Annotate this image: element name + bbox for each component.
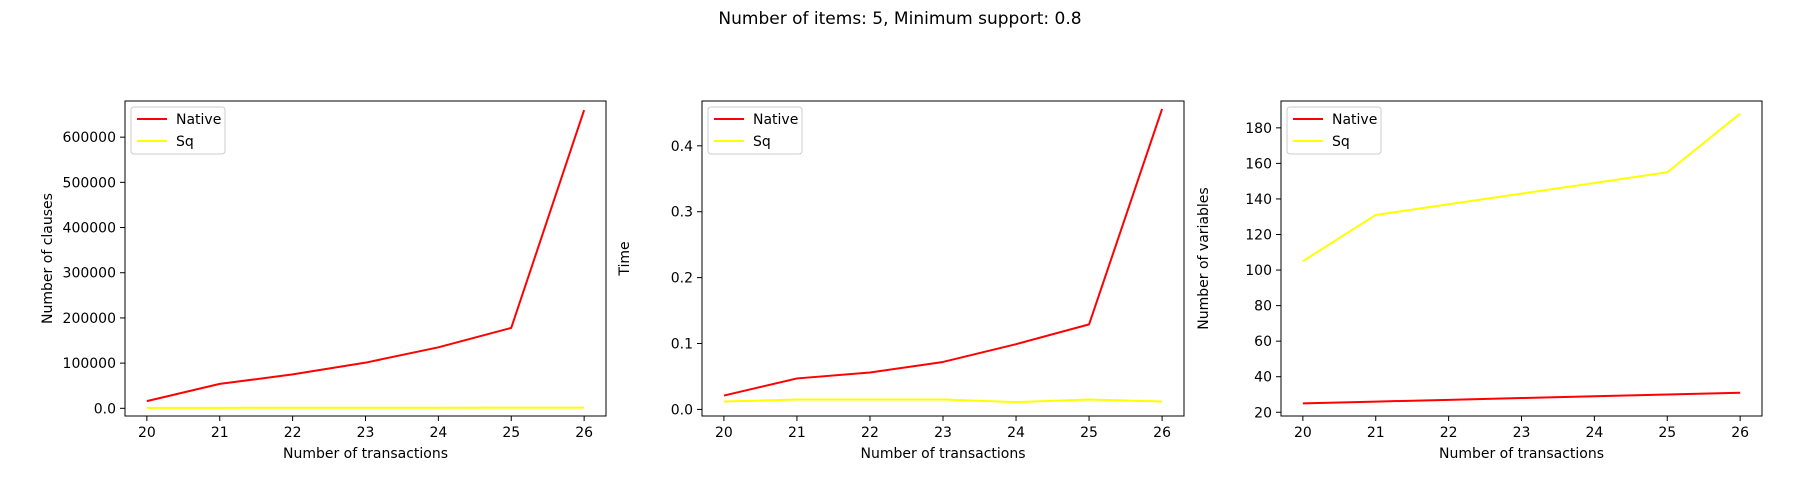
chart-panel-1: 20 21 22 23 24 25 26 0.0 100000 200000 300000 40000… bbox=[40, 100, 607, 462]
x-tick-label: 25 bbox=[1080, 425, 1098, 441]
legend: Native Sq bbox=[1286, 106, 1382, 155]
y-tick-label: 160 bbox=[1245, 156, 1272, 172]
y-tick-label: 500000 bbox=[63, 175, 116, 191]
legend-label-native: Native bbox=[753, 112, 798, 128]
y-tick-label: 80 bbox=[1254, 299, 1272, 315]
y-axis-label: Number of clauses bbox=[40, 193, 56, 324]
y-tick-label: 600000 bbox=[63, 130, 116, 146]
y-tick-label: 120 bbox=[1245, 228, 1272, 244]
y-tick-label: 180 bbox=[1245, 121, 1272, 137]
x-tick-label: 21 bbox=[1367, 425, 1385, 441]
y-tick-label: 0.2 bbox=[671, 271, 693, 287]
x-tick-label: 25 bbox=[502, 425, 520, 441]
x-tick-label: 20 bbox=[715, 425, 733, 441]
x-tick-label: 26 bbox=[1153, 425, 1171, 441]
plot-area-frame bbox=[701, 100, 1185, 417]
y-tick-label: 60 bbox=[1254, 334, 1272, 350]
plot-area-frame bbox=[1280, 100, 1763, 417]
series-line-sq bbox=[1302, 112, 1741, 263]
x-tick-label: 22 bbox=[284, 425, 302, 441]
chart-panel-3: 20 21 22 23 24 25 26 20 40 60 80 100 120 140 160 180 Num… bbox=[1196, 100, 1763, 462]
legend: Native Sq bbox=[707, 106, 803, 155]
x-tick-label: 21 bbox=[211, 425, 229, 441]
x-tick-label: 24 bbox=[429, 425, 447, 441]
x-axis-label: Number of transactions bbox=[860, 446, 1025, 462]
y-tick-label: 0.1 bbox=[671, 337, 693, 353]
x-tick-label: 25 bbox=[1658, 425, 1676, 441]
legend-label-sq: Sq bbox=[1332, 134, 1350, 150]
plot-area-frame bbox=[124, 100, 607, 417]
legend-label-native: Native bbox=[176, 112, 221, 128]
x-tick-label: 20 bbox=[138, 425, 156, 441]
y-tick-label: 400000 bbox=[63, 221, 116, 237]
x-axis-label: Number of transactions bbox=[283, 446, 448, 462]
chart-panel-2: 20 21 22 23 24 25 26 0.0 0.1 0.2 0.3 0.4 Number of t… bbox=[617, 100, 1185, 462]
series-line-native bbox=[146, 109, 586, 403]
y-tick-label: 20 bbox=[1254, 405, 1272, 421]
x-tick-label: 26 bbox=[1731, 425, 1749, 441]
x-tick-label: 22 bbox=[861, 425, 879, 441]
legend-label-sq: Sq bbox=[176, 134, 194, 150]
y-axis-label: Number of variables bbox=[1196, 187, 1212, 329]
x-tick-label: 20 bbox=[1294, 425, 1312, 441]
x-tick-label: 23 bbox=[1513, 425, 1531, 441]
legend-label-native: Native bbox=[1332, 112, 1377, 128]
x-tick-label: 24 bbox=[1007, 425, 1025, 441]
legend-label-sq: Sq bbox=[753, 134, 771, 150]
x-tick-label: 24 bbox=[1585, 425, 1603, 441]
x-tick-label: 22 bbox=[1440, 425, 1458, 441]
y-tick-label: 100000 bbox=[63, 356, 116, 372]
figure-title: Number of items: 5, Minimum support: 0.8 bbox=[718, 9, 1081, 29]
x-tick-label: 23 bbox=[934, 425, 952, 441]
x-tick-label: 21 bbox=[788, 425, 806, 441]
y-tick-label: 0.0 bbox=[94, 401, 116, 417]
y-tick-label: 0.3 bbox=[671, 205, 693, 221]
y-axis-label: Time bbox=[617, 241, 633, 276]
y-tick-label: 140 bbox=[1245, 192, 1272, 208]
series-line-native bbox=[723, 108, 1164, 397]
y-tick-label: 40 bbox=[1254, 370, 1272, 386]
y-tick-label: 100 bbox=[1245, 263, 1272, 279]
series-line-native bbox=[1302, 391, 1741, 405]
x-axis-label: Number of transactions bbox=[1439, 446, 1604, 462]
legend: Native Sq bbox=[130, 106, 226, 155]
x-tick-label: 23 bbox=[357, 425, 375, 441]
y-tick-label: 0.0 bbox=[671, 402, 693, 418]
x-tick-label: 26 bbox=[575, 425, 593, 441]
y-tick-label: 0.4 bbox=[671, 139, 693, 155]
series-line-sq bbox=[723, 398, 1163, 404]
y-tick-label: 300000 bbox=[63, 266, 116, 282]
y-tick-label: 200000 bbox=[63, 311, 116, 327]
